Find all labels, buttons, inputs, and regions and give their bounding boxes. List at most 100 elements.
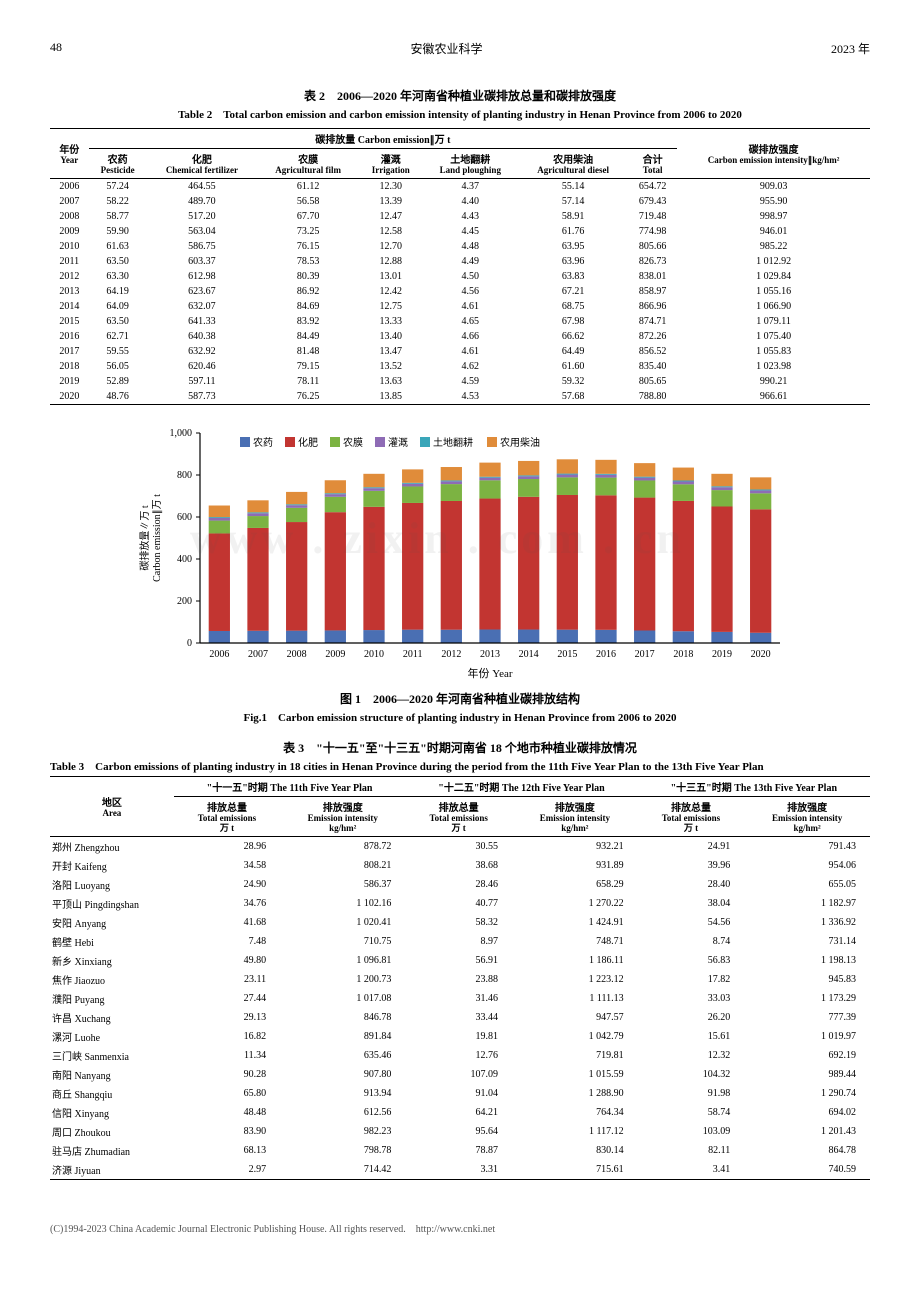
table-cell: 714.42 (280, 1160, 405, 1180)
bar-segment (247, 516, 268, 528)
table-cell: 791.43 (744, 836, 870, 856)
bar-segment (363, 630, 384, 643)
table-cell: 4.59 (423, 374, 519, 389)
svg-text:2012: 2012 (441, 649, 461, 660)
table-cell: 655.05 (744, 875, 870, 894)
table-cell: 1 012.92 (677, 254, 870, 269)
bar-segment (595, 460, 616, 474)
table-cell: 13.40 (359, 329, 422, 344)
table-cell: 872.26 (628, 329, 677, 344)
table-cell: 南阳 Nanyang (50, 1065, 174, 1084)
table-cell: 641.33 (147, 314, 258, 329)
table-cell: 826.73 (628, 254, 677, 269)
bar-segment (441, 630, 462, 643)
table-cell: 13.47 (359, 344, 422, 359)
c-diesel-en: Agricultural diesel (522, 166, 624, 176)
table-cell: 63.50 (89, 254, 147, 269)
table-cell: 982.23 (280, 1122, 405, 1141)
bar-segment (209, 517, 230, 518)
table-cell: 1 182.97 (744, 894, 870, 913)
table-cell: 8.97 (405, 932, 512, 951)
table-cell: 57.14 (518, 194, 628, 209)
table-cell: 焦作 Jiaozuo (50, 970, 174, 989)
bar-segment (479, 498, 500, 629)
table-cell: 2007 (50, 194, 89, 209)
svg-text:2020: 2020 (751, 649, 771, 660)
table-cell: 34.58 (174, 856, 280, 875)
table-cell: 78.53 (257, 254, 359, 269)
table-cell: 774.98 (628, 224, 677, 239)
table-cell: 78.11 (257, 374, 359, 389)
table-cell: 835.40 (628, 359, 677, 374)
table-cell: 13.85 (359, 389, 422, 405)
svg-text:2009: 2009 (325, 649, 345, 660)
table-cell: 40.77 (405, 894, 512, 913)
table-cell: 48.76 (89, 389, 147, 405)
table-cell: 38.04 (638, 894, 745, 913)
table-cell: 28.40 (638, 875, 745, 894)
table-cell: 4.50 (423, 269, 519, 284)
table-cell: 710.75 (280, 932, 405, 951)
table-cell: 洛阳 Luoyang (50, 875, 174, 894)
table-cell: 76.15 (257, 239, 359, 254)
bar-segment (209, 505, 230, 517)
bar-segment (402, 469, 423, 482)
table-cell: 12.75 (359, 299, 422, 314)
legend-swatch (285, 437, 295, 447)
table-cell: 858.97 (628, 284, 677, 299)
table-cell: 76.25 (257, 389, 359, 405)
bar-segment (673, 467, 694, 480)
table-cell: 808.21 (280, 856, 405, 875)
table-cell: 692.19 (744, 1046, 870, 1065)
table-cell: 15.61 (638, 1027, 745, 1046)
table-cell: 平顶山 Pingdingshan (50, 894, 174, 913)
bar-segment (247, 500, 268, 512)
table-cell: 1 200.73 (280, 970, 405, 989)
table2-caption-en: Table 2 Total carbon emission and carbon… (50, 106, 870, 122)
table-cell: 874.71 (628, 314, 677, 329)
table-cell: 1 198.13 (744, 951, 870, 970)
table-cell: 16.82 (174, 1027, 280, 1046)
table-cell: 2020 (50, 389, 89, 405)
bar-segment (441, 480, 462, 481)
table-cell: 2009 (50, 224, 89, 239)
svg-text:2010: 2010 (364, 649, 384, 660)
bar-segment (286, 508, 307, 522)
table-cell: 26.20 (638, 1008, 745, 1027)
bar-segment (557, 630, 578, 643)
table-cell: 33.44 (405, 1008, 512, 1027)
table2-caption-cn: 表 2 2006—2020 年河南省种植业碳排放总量和碳排放强度 (50, 87, 870, 104)
table-cell: 1 066.90 (677, 299, 870, 314)
table-cell: 68.75 (518, 299, 628, 314)
table-cell: 1 102.16 (280, 894, 405, 913)
table-cell: 13.52 (359, 359, 422, 374)
table-cell: 83.90 (174, 1122, 280, 1141)
table-cell: 966.61 (677, 389, 870, 405)
svg-text:农用柴油: 农用柴油 (500, 436, 540, 449)
table-cell: 55.14 (518, 178, 628, 194)
table-cell: 11.34 (174, 1046, 280, 1065)
table-cell: 12.58 (359, 224, 422, 239)
svg-text:800: 800 (177, 470, 192, 481)
table-cell: 64.09 (89, 299, 147, 314)
table-cell: 985.22 (677, 239, 870, 254)
bar-segment (673, 481, 694, 484)
table-cell: 39.96 (638, 856, 745, 875)
bar-segment (595, 475, 616, 478)
table-cell: 59.32 (518, 374, 628, 389)
bar-segment (711, 487, 732, 490)
table-cell: 777.39 (744, 1008, 870, 1027)
c-film-en: Agricultural film (261, 166, 355, 176)
table-cell: 632.07 (147, 299, 258, 314)
table-cell: 91.04 (405, 1084, 512, 1103)
table-cell: 49.80 (174, 951, 280, 970)
table-cell: 58.22 (89, 194, 147, 209)
table-cell: 798.78 (280, 1141, 405, 1160)
bar-segment (209, 518, 230, 521)
table-cell: 1 055.83 (677, 344, 870, 359)
table-cell: 805.66 (628, 239, 677, 254)
legend-swatch (420, 437, 430, 447)
table-cell: 2017 (50, 344, 89, 359)
svg-text:0: 0 (187, 638, 192, 649)
bar-segment (325, 494, 346, 497)
